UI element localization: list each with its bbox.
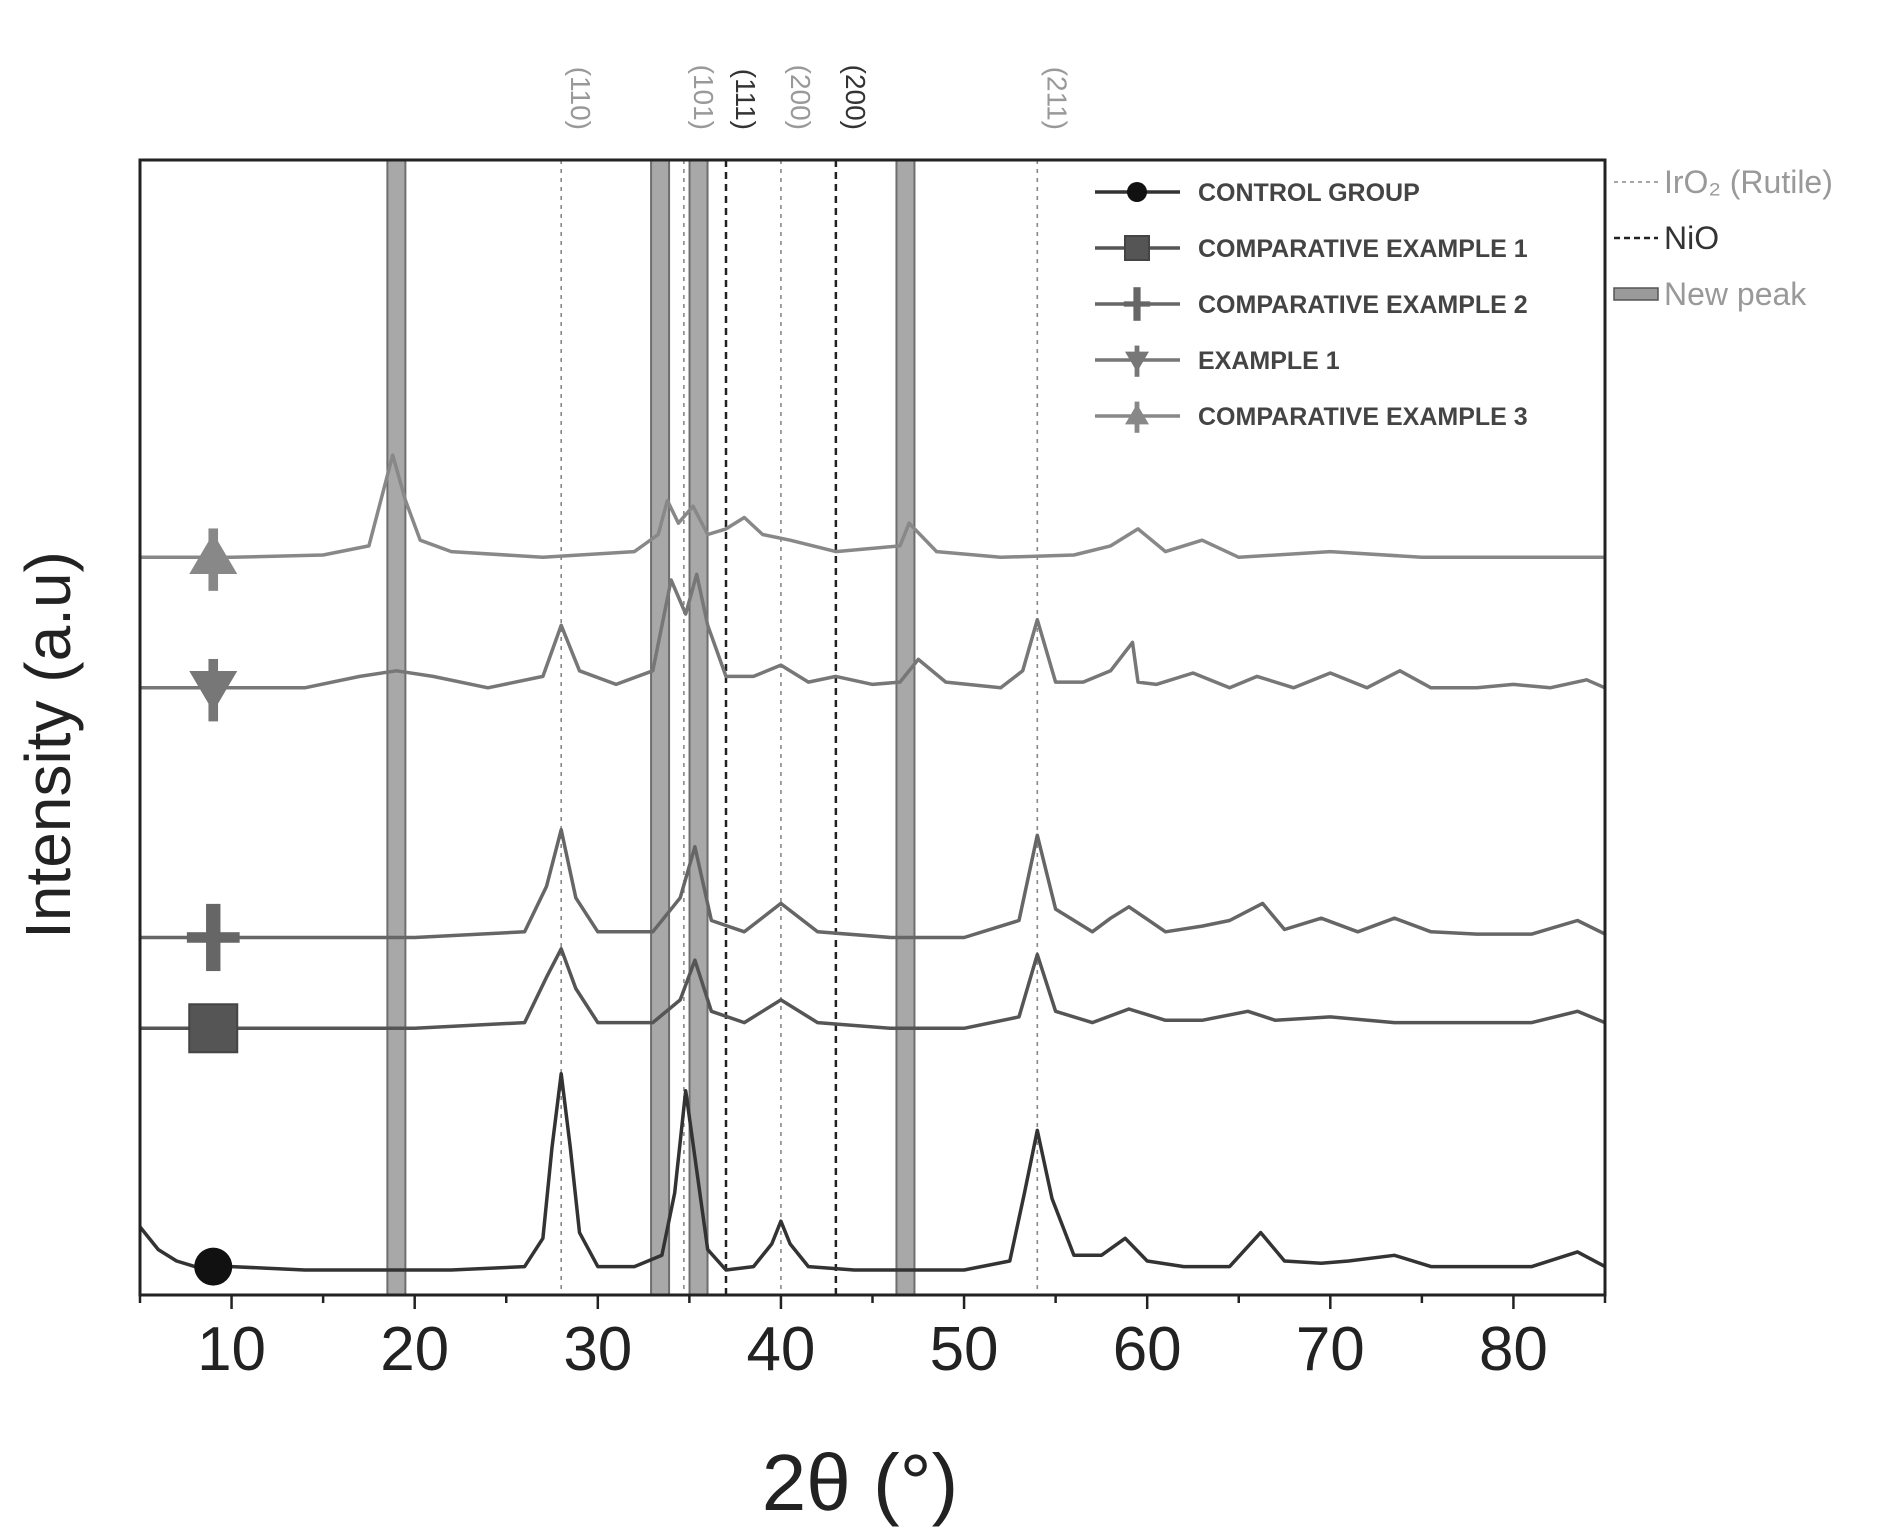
new-peak-band-0 — [386, 159, 407, 1296]
reference-legend-new: New peak — [1613, 276, 1807, 312]
new-peak-band-2 — [688, 159, 709, 1296]
legend-entry-4: COMPARATIVE EXAMPLE 3 — [1095, 401, 1528, 433]
series-line-4 — [140, 453, 1605, 560]
plot-frame — [138, 158, 1607, 1297]
x-tick-label: 40 — [746, 1315, 815, 1384]
series-marker-4 — [189, 528, 238, 591]
hkl-label-2: (200) — [785, 65, 816, 130]
legend-marker-4 — [1125, 401, 1149, 433]
x-axis-ticks: 10 20 30 40 50 60 70 80 — [138, 1295, 1607, 1384]
legend-label-1: COMPARATIVE EXAMPLE 1 — [1198, 235, 1528, 263]
y-axis-label: Intensity (a.u) — [12, 551, 84, 939]
hkl-label-1: (101) — [688, 65, 719, 130]
legend-label-2: COMPARATIVE EXAMPLE 2 — [1198, 291, 1528, 319]
legend-label-4: COMPARATIVE EXAMPLE 3 — [1198, 403, 1528, 431]
x-tick-label: 60 — [1113, 1315, 1182, 1384]
series-line-0 — [138, 1071, 1606, 1272]
series-marker-3 — [189, 658, 238, 722]
legend-label-3: EXAMPLE 1 — [1198, 347, 1340, 375]
x-tick-label: 20 — [380, 1315, 449, 1384]
series-marker-0 — [194, 1247, 233, 1286]
x-tick-label: 50 — [930, 1315, 999, 1384]
hkl-labels: (110) (101) (200) (211) (111) (200) — [565, 65, 1072, 130]
legend-marker-3 — [1125, 345, 1149, 377]
reference-lines — [560, 160, 1039, 1295]
legend-label-0: CONTROL GROUP — [1198, 179, 1420, 207]
series-marker-2 — [186, 903, 240, 972]
x-tick-label: 30 — [563, 1315, 632, 1384]
hkl-label-4: (111) — [730, 69, 761, 130]
legend: CONTROL GROUP COMPARATIVE EXAMPLE 1 COMPAR… — [1095, 179, 1528, 433]
series-marker-1 — [188, 1003, 239, 1054]
x-tick-label: 10 — [197, 1315, 266, 1384]
hkl-label-3: (211) — [1041, 67, 1072, 130]
hkl-label-5: (200) — [840, 65, 871, 130]
reference-legend-label-rutile: IrO₂ (Rutile) — [1664, 164, 1833, 200]
series-markers — [186, 528, 240, 1286]
series-lines — [138, 453, 1606, 1272]
reference-legend: IrO₂ (Rutile) NiO New peak — [1613, 164, 1833, 312]
series-line-1 — [140, 947, 1606, 1031]
legend-entry-3: EXAMPLE 1 — [1095, 345, 1340, 377]
reference-legend-label-nio: NiO — [1664, 220, 1719, 256]
legend-entry-0: CONTROL GROUP — [1095, 179, 1420, 207]
hkl-label-0: (110) — [565, 67, 596, 130]
legend-entry-2: COMPARATIVE EXAMPLE 2 — [1095, 287, 1528, 321]
legend-marker-0 — [1127, 182, 1147, 202]
legend-marker-2 — [1123, 287, 1151, 321]
legend-entry-1: COMPARATIVE EXAMPLE 1 — [1095, 235, 1528, 263]
series-line-3 — [140, 572, 1606, 690]
new-peak-band-3 — [895, 159, 916, 1296]
reference-legend-label-new: New peak — [1664, 276, 1807, 312]
x-tick-label: 70 — [1296, 1315, 1365, 1384]
x-axis-label: 2θ (°) — [762, 1438, 958, 1527]
x-tick-label: 80 — [1479, 1315, 1548, 1384]
legend-marker-1 — [1124, 235, 1150, 261]
reference-legend-rutile: IrO₂ (Rutile) — [1614, 164, 1833, 200]
new-peak-band-1 — [650, 159, 671, 1296]
reference-legend-nio: NiO — [1614, 220, 1719, 256]
series-line-2 — [140, 827, 1606, 940]
